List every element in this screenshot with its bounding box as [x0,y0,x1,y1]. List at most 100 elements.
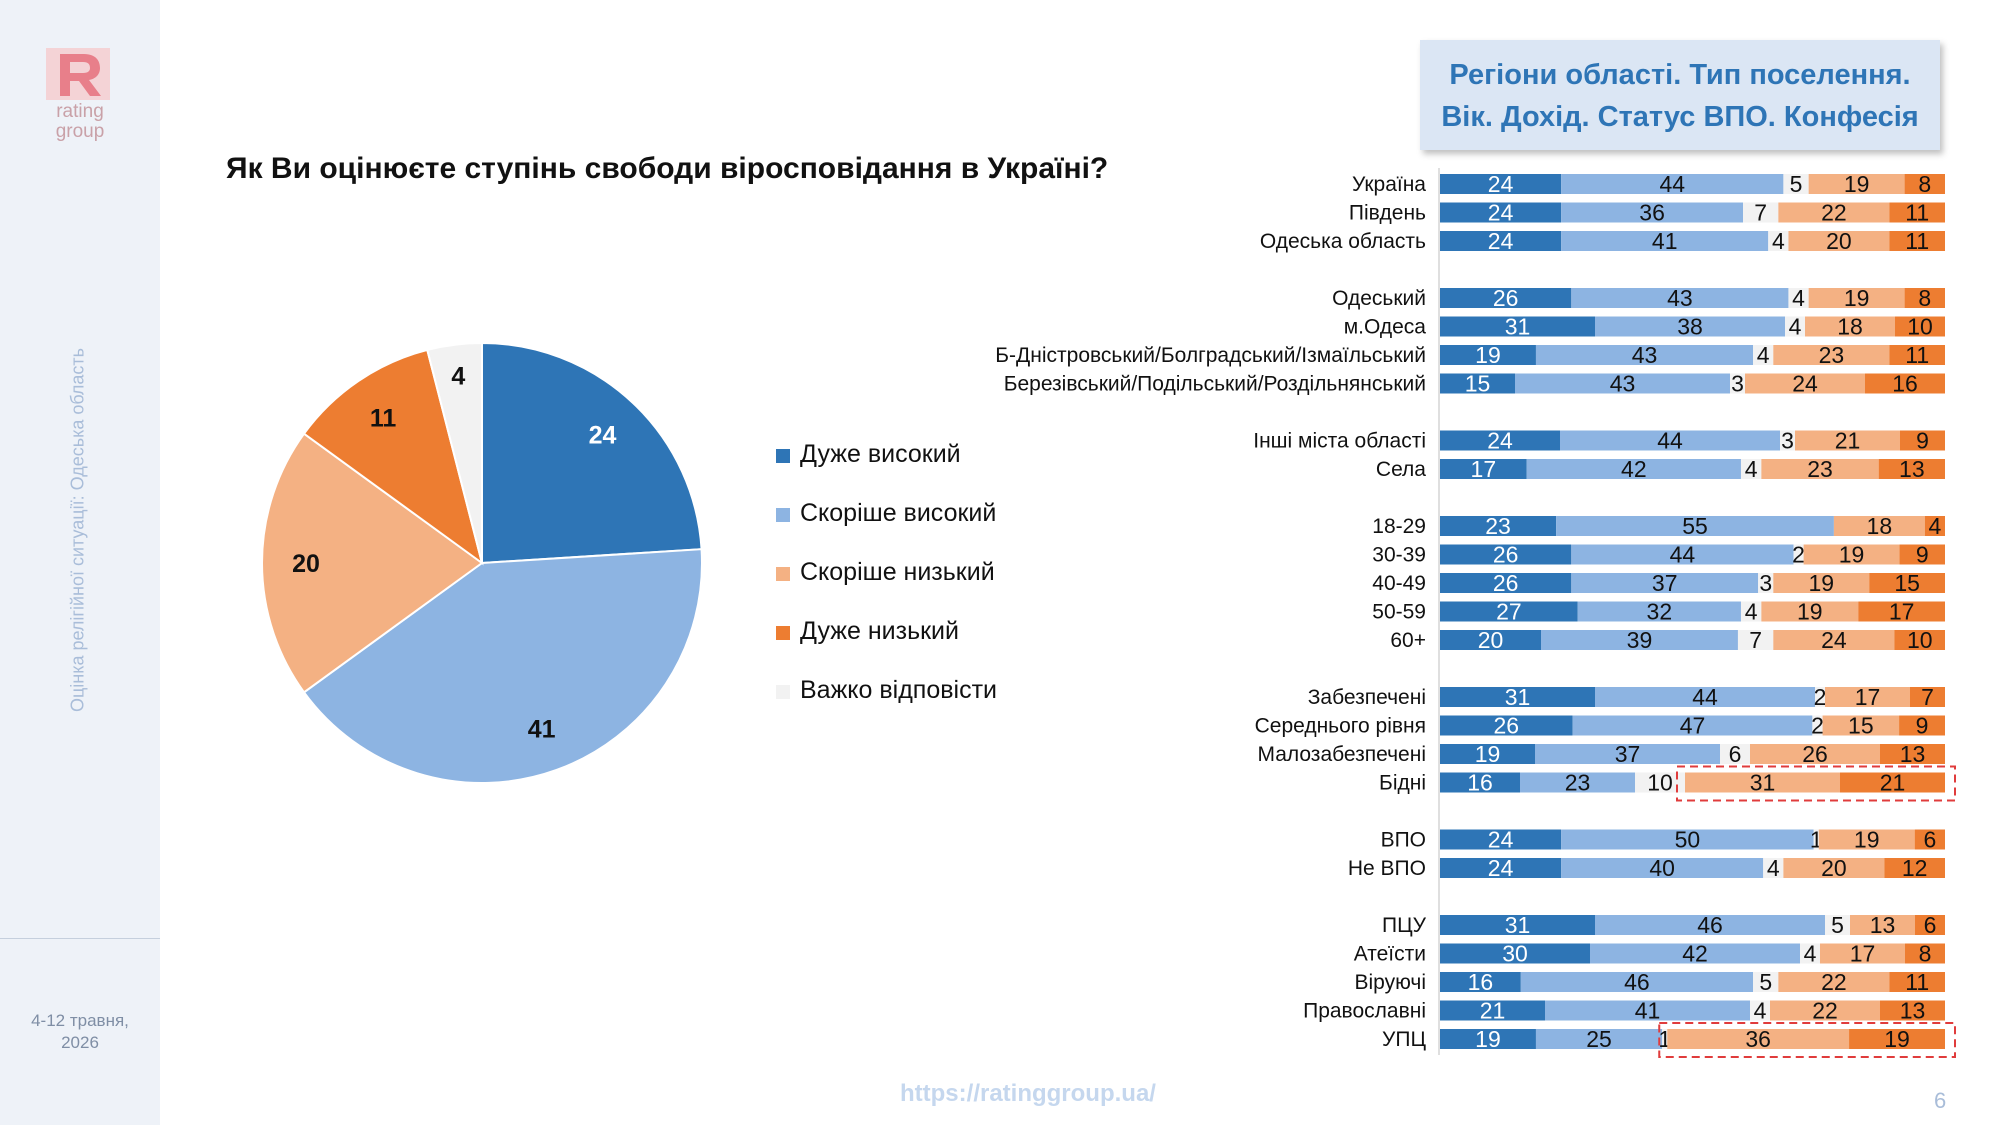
bar-segment-hard-to-say [1753,345,1774,365]
bar-value-hard-to-say: 2 [1811,713,1824,739]
bar-value-rather-high: 46 [1697,912,1723,938]
bar-value-rather-low: 19 [1844,171,1870,197]
legend-swatch-very-high [776,449,790,463]
bar-segment-very-low [1899,715,1945,736]
bar-value-very-low: 10 [1907,314,1933,340]
bar-segment-very-low [1865,373,1945,394]
bar-value-rather-high: 55 [1682,513,1708,539]
bar-value-rather-high: 43 [1610,371,1636,397]
row-label: м.Одеса [1344,316,1427,339]
legend-swatch-rather-high [776,508,790,522]
rating-group-logo-icon [46,48,110,100]
bar-segment-rather-high [1535,744,1720,764]
footer-url[interactable]: https://ratinggroup.ua/ [900,1080,1156,1107]
bar-segment-very-high [1440,288,1572,308]
bar-segment-rather-high [1535,345,1754,365]
bar-value-very-low: 11 [1905,969,1929,995]
legend-label-rather-high: Скоріше високий [800,499,997,527]
bar-segment-very-low [1904,288,1945,308]
bar-segment-very-low [1858,601,1945,622]
bar-value-rather-high: 47 [1680,713,1706,739]
row-label: 40-49 [1372,572,1426,595]
bar-segment-rather-low [1825,687,1910,707]
survey-date-line2: 2026 [61,1033,99,1052]
bar-value-hard-to-say: 4 [1772,228,1785,254]
bar-value-very-low: 9 [1916,542,1929,568]
bar-segment-very-low [1889,972,1945,992]
bar-value-hard-to-say: 2 [1814,684,1827,710]
bar-value-very-high: 24 [1488,200,1514,226]
bar-segment-rather-high [1561,202,1743,223]
row-label: Малозабезпечені [1257,743,1426,766]
bar-segment-very-high [1440,316,1595,337]
bar-segment-rather-high [1526,459,1741,479]
bar-value-very-high: 31 [1505,912,1531,938]
bar-segment-hard-to-say [1763,858,1784,878]
bar-value-rather-high: 42 [1621,456,1647,482]
bar-value-very-high: 15 [1465,371,1491,397]
bar-segment-rather-low [1761,459,1879,479]
bar-segment-very-low [1840,772,1945,793]
pie-label-very-high: 24 [589,422,617,450]
bar-segment-hard-to-say [1780,430,1795,451]
bar-value-very-low: 10 [1907,627,1933,653]
bar-value-rather-low: 19 [1797,599,1823,625]
bar-value-hard-to-say: 4 [1789,314,1802,340]
bar-segment-very-high [1440,744,1535,764]
bar-segment-very-low [1910,687,1945,707]
bar-segment-hard-to-say [1750,1000,1770,1021]
bar-segment-very-high [1440,943,1590,964]
bar-value-rather-high: 50 [1675,827,1701,853]
breakdown-header-line1: Регіони області. Тип поселення. [1449,59,1911,91]
bar-value-hard-to-say: 10 [1647,770,1673,796]
bar-segment-rather-low [1773,630,1895,650]
bar-segment-rather-high [1595,915,1825,935]
bar-value-very-low: 16 [1892,371,1918,397]
bar-segment-very-high [1440,516,1557,536]
bar-value-rather-high: 44 [1660,171,1686,197]
bar-segment-very-low [1924,516,1945,536]
bar-value-rather-low: 23 [1819,342,1845,368]
bar-segment-hard-to-say [1812,715,1823,736]
bar-segment-very-low [1914,829,1945,850]
bar-value-rather-high: 44 [1657,428,1683,454]
bar-value-very-low: 15 [1894,570,1920,596]
row-label: 50-59 [1372,601,1426,624]
bar-segment-rather-high [1561,231,1769,251]
bar-segment-rather-low [1833,516,1925,536]
bar-segment-rather-low [1795,430,1900,451]
bar-segment-rather-high [1561,829,1814,850]
row-label: Одеська область [1260,230,1426,253]
row-label: Одеський [1332,287,1426,310]
bar-segment-very-low [1904,174,1945,194]
bar-segment-very-high [1440,1000,1545,1021]
bar-value-rather-low: 19 [1839,542,1865,568]
bar-segment-rather-high [1561,858,1764,878]
bar-value-hard-to-say: 5 [1790,171,1803,197]
row-label: Православні [1303,1000,1426,1023]
bar-segment-rather-low [1805,316,1895,337]
bar-segment-hard-to-say [1788,288,1809,308]
bar-value-very-high: 16 [1467,770,1493,796]
bar-value-rather-high: 41 [1635,998,1661,1024]
bar-value-rather-low: 19 [1854,827,1880,853]
pie-slice-rather-high [302,548,703,784]
bar-value-very-high: 26 [1493,542,1519,568]
bar-value-hard-to-say: 4 [1767,855,1780,881]
bar-value-rather-high: 32 [1647,599,1673,625]
bar-segment-hard-to-say [1737,630,1774,650]
bar-value-rather-low: 22 [1821,969,1847,995]
bar-segment-very-low [1895,316,1945,337]
bar-segment-very-high [1440,601,1578,622]
bar-segment-very-low [1889,202,1945,223]
bar-segment-very-high [1440,772,1520,793]
bar-segment-very-high [1440,345,1536,365]
bar-segment-very-low [1889,345,1945,365]
bar-value-very-high: 16 [1468,969,1494,995]
bar-segment-rather-low [1778,972,1890,992]
row-label: Середнього рівня [1255,715,1426,738]
bar-segment-very-low [1880,1000,1945,1021]
bar-value-very-low: 11 [1905,200,1929,226]
row-label: ВПО [1381,829,1426,852]
